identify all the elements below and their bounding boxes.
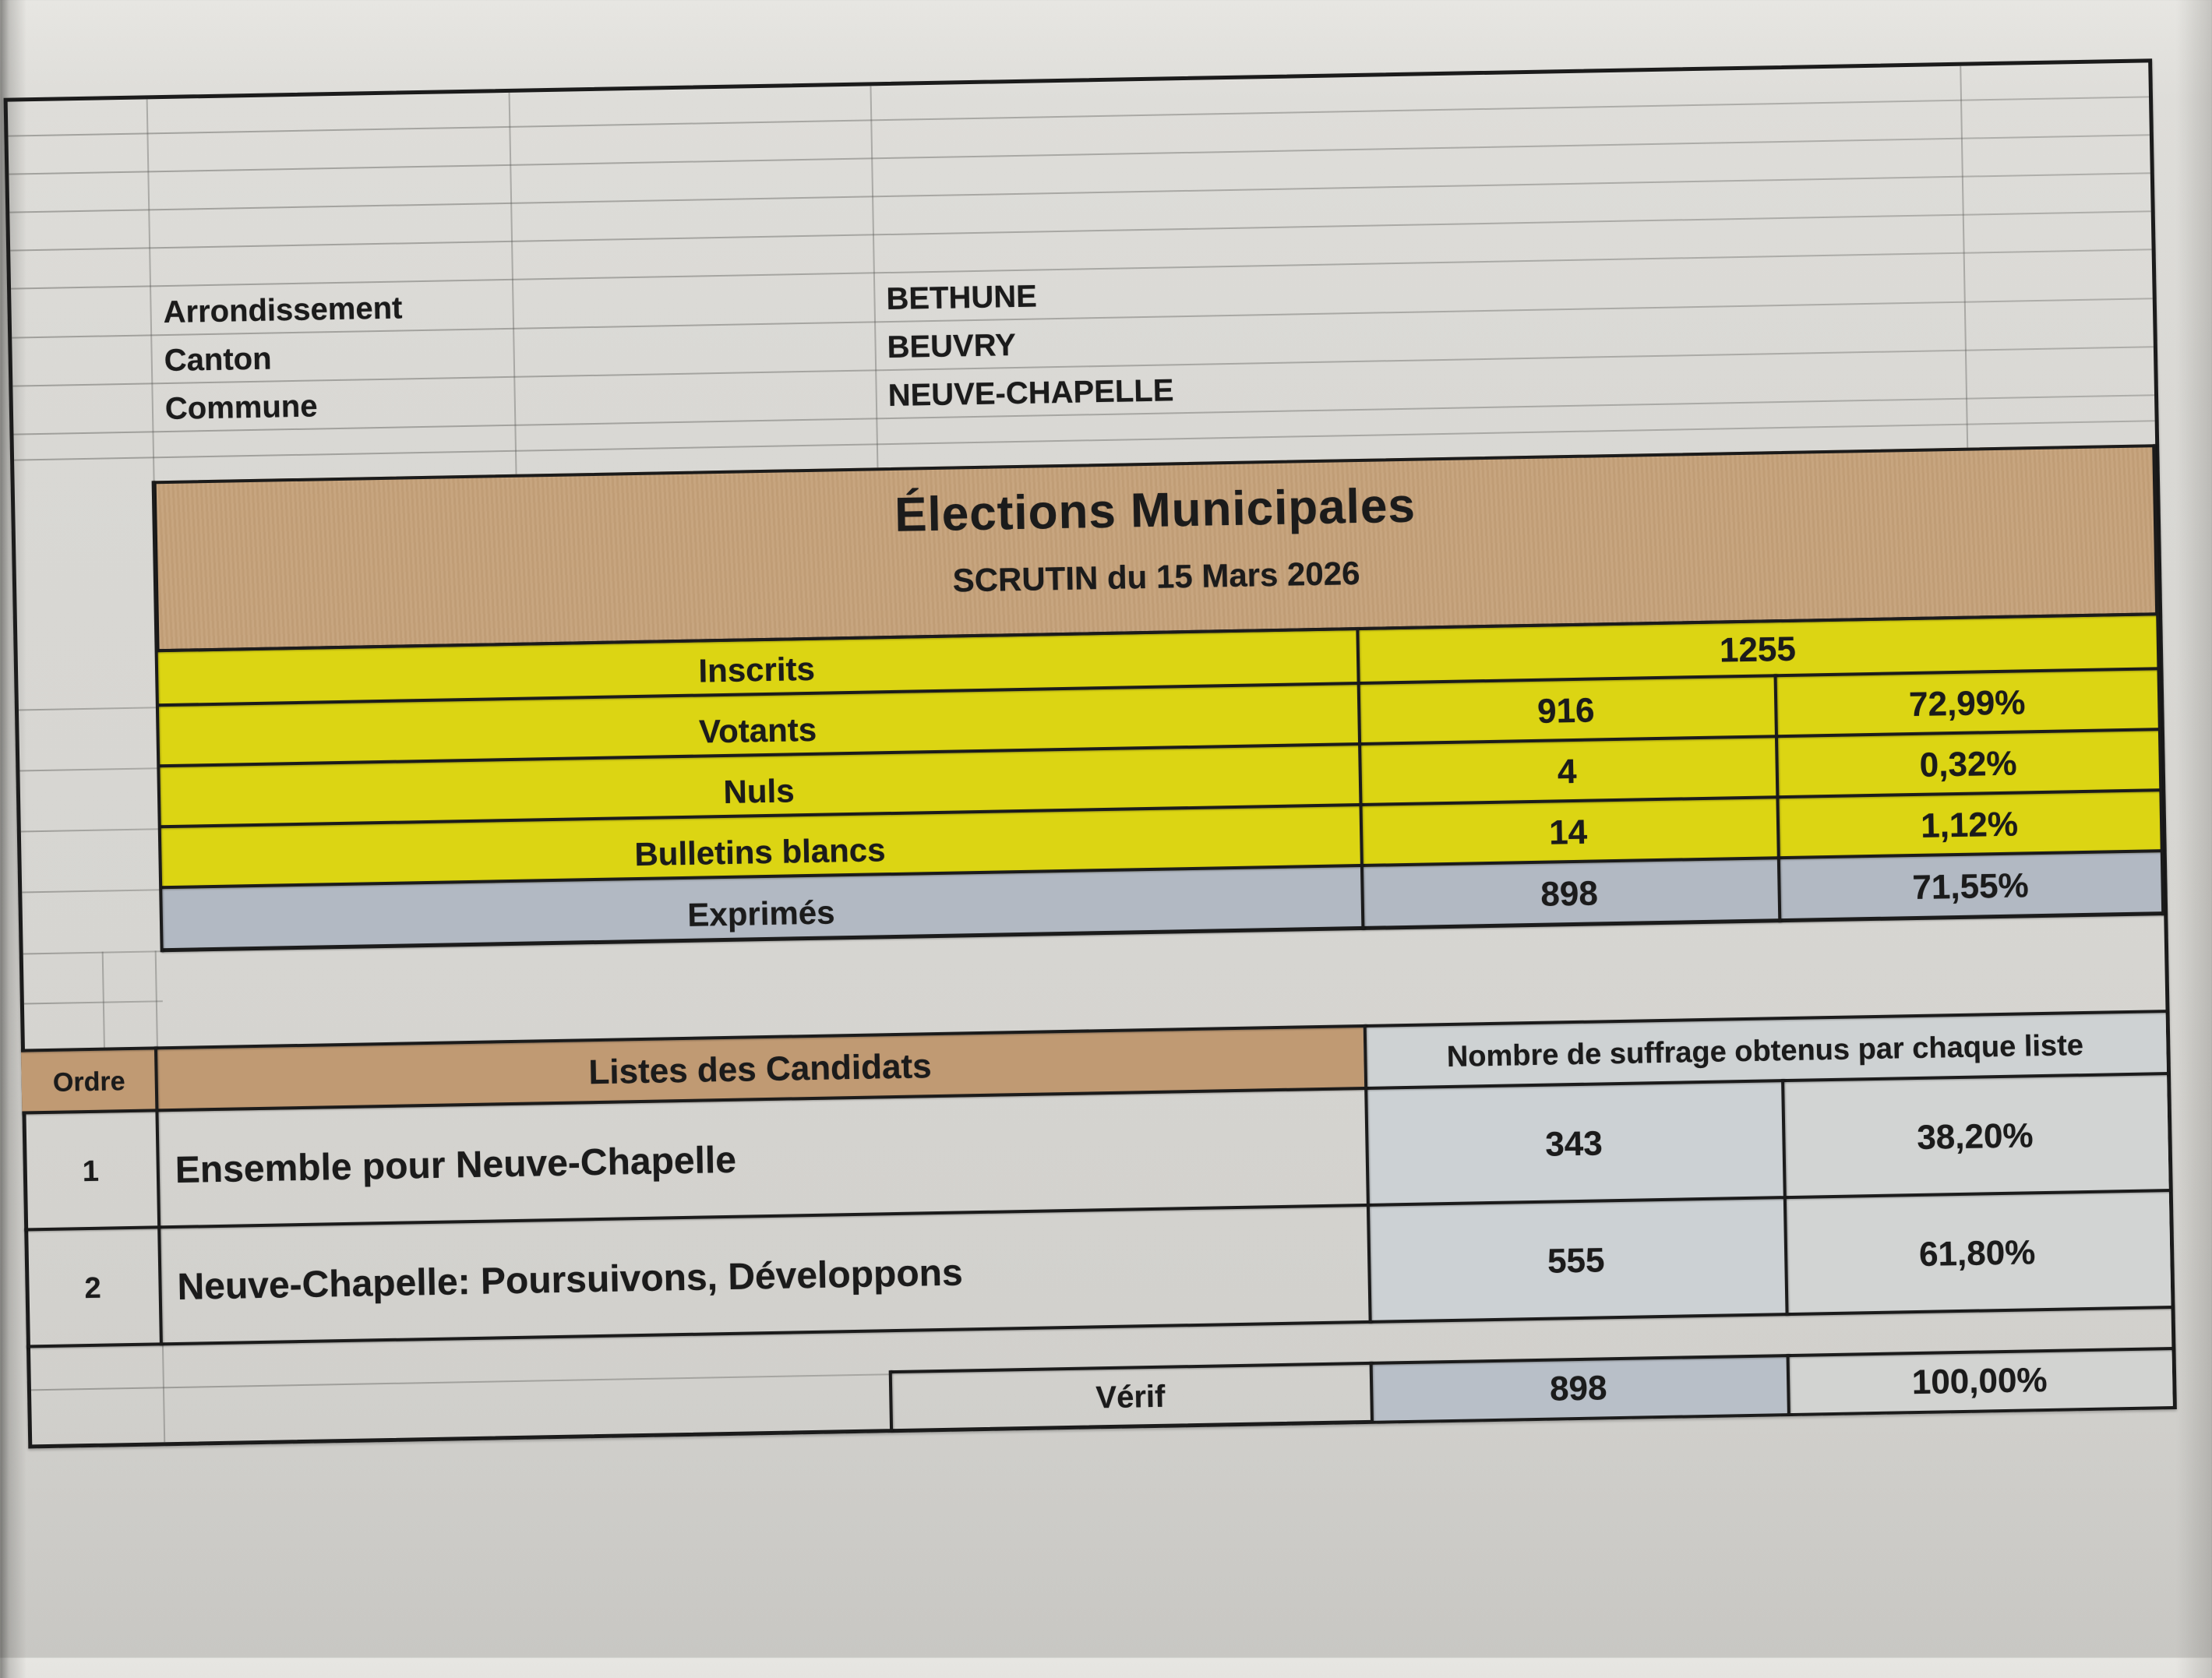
arrondissement-label: Arrondissement bbox=[163, 290, 403, 330]
document-title: Élections Municipales bbox=[894, 478, 1416, 542]
stat-label-text: Nuls bbox=[723, 772, 795, 810]
candidates-header-ordre: Ordre bbox=[21, 1049, 157, 1115]
pct-text: 38,20% bbox=[1916, 1116, 2034, 1157]
canton-label: Canton bbox=[164, 341, 272, 378]
ordre-text: 1 bbox=[82, 1155, 100, 1188]
region-row: BETHUNE bbox=[886, 274, 1037, 323]
candidate-value-2: 555 bbox=[1366, 1199, 1786, 1324]
stat-value-text: 1255 bbox=[1719, 629, 1797, 670]
candidate-pct-2: 61,80% bbox=[1783, 1192, 2171, 1317]
stat-pct-nuls: 0,32% bbox=[1775, 731, 2162, 799]
stat-pct-text: 71,55% bbox=[1911, 865, 2030, 907]
commune-label: Commune bbox=[164, 388, 318, 426]
stat-pct-text: 1,12% bbox=[1920, 805, 2019, 845]
region-row: BEUVRY bbox=[887, 323, 1016, 370]
commune-value: NEUVE-CHAPELLE bbox=[887, 372, 1174, 413]
region-row: Arrondissement bbox=[163, 285, 403, 335]
stat-value-exprimes: 898 bbox=[1360, 859, 1779, 929]
stat-pct-bulletins-blancs: 1,12% bbox=[1776, 791, 2163, 860]
verif-label-text: Vérif bbox=[1095, 1379, 1166, 1415]
value-text: 555 bbox=[1547, 1241, 1605, 1281]
liste-text: Neuve-Chapelle: Poursuivons, Développons bbox=[177, 1251, 964, 1308]
candidate-ordre-1: 1 bbox=[22, 1112, 159, 1231]
header-text: Ordre bbox=[52, 1066, 125, 1098]
stat-label-text: Votants bbox=[698, 710, 817, 750]
verif-value-cell: 898 bbox=[1369, 1357, 1787, 1421]
stat-pct-exprimes: 71,55% bbox=[1776, 852, 2164, 922]
liste-text: Ensemble pour Neuve-Chapelle bbox=[175, 1139, 737, 1191]
verif-value-text: 898 bbox=[1549, 1369, 1607, 1408]
header-text: Listes des Candidats bbox=[588, 1047, 933, 1092]
document-subtitle: SCRUTIN du 15 Mars 2026 bbox=[952, 554, 1360, 599]
verif-label-cell: Vérif bbox=[891, 1365, 1371, 1429]
verif-pct-text: 100,00% bbox=[1911, 1360, 2048, 1402]
stat-pct-text: 0,32% bbox=[1919, 744, 2017, 784]
stat-pct-votants: 72,99% bbox=[1773, 670, 2161, 739]
stat-value-text: 14 bbox=[1548, 813, 1588, 852]
stat-value-text: 4 bbox=[1557, 752, 1577, 791]
canton-value: BEUVRY bbox=[887, 327, 1017, 365]
stat-label-text: Inscrits bbox=[698, 650, 816, 689]
header-text: Nombre de suffrage obtenus par chaque li… bbox=[1446, 1028, 2084, 1073]
region-row: Canton bbox=[164, 337, 272, 384]
verif-pct-cell: 100,00% bbox=[1786, 1350, 2173, 1414]
region-row: Commune bbox=[164, 383, 318, 432]
pct-text: 61,80% bbox=[1918, 1233, 2036, 1274]
stat-pct-text: 72,99% bbox=[1908, 683, 2026, 724]
stat-value-text: 898 bbox=[1540, 873, 1599, 914]
stat-value-text: 916 bbox=[1536, 691, 1595, 731]
candidate-value-1: 343 bbox=[1364, 1082, 1783, 1207]
ordre-text: 2 bbox=[84, 1271, 102, 1305]
stat-label-text: Bulletins blancs bbox=[634, 831, 886, 873]
arrondissement-value: BETHUNE bbox=[886, 279, 1038, 316]
candidate-ordre-2: 2 bbox=[24, 1229, 161, 1348]
value-text: 343 bbox=[1544, 1124, 1603, 1164]
region-row: NEUVE-CHAPELLE bbox=[887, 368, 1174, 418]
candidate-pct-1: 38,20% bbox=[1781, 1075, 2169, 1200]
stat-label-text: Exprimés bbox=[686, 894, 835, 933]
